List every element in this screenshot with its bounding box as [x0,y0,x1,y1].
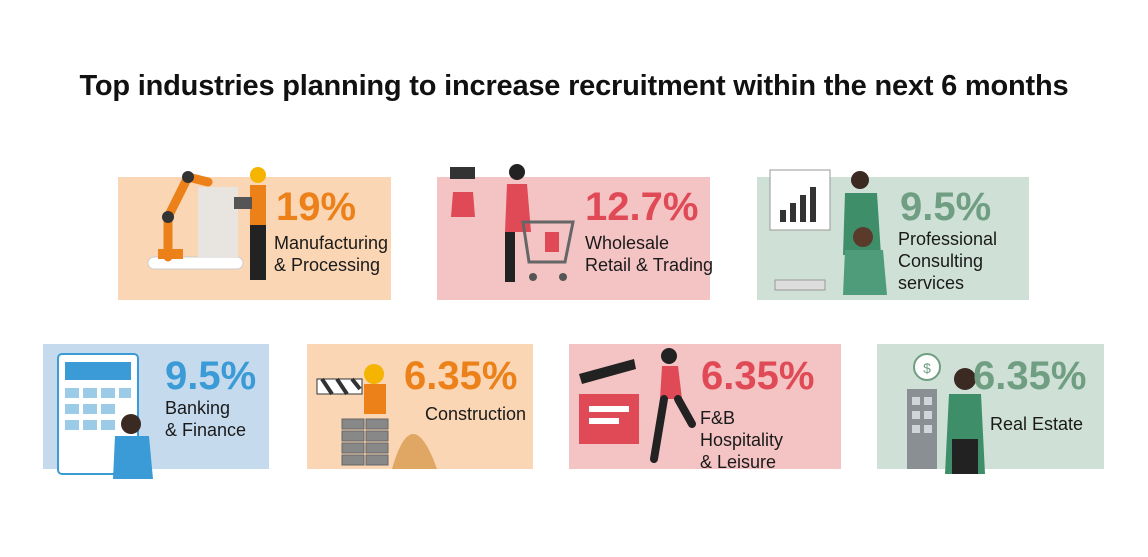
category-label: Manufacturing & Processing [274,232,388,276]
category-label: Construction [425,403,526,425]
category-line: Hospitality [700,430,784,450]
value-label: 9.5% [900,185,992,229]
category-line: & Leisure [700,452,777,472]
calculator-banker-illustration-icon [57,353,153,479]
value-label: 6.35% [973,354,1087,398]
category-line: Manufacturing [274,233,389,253]
construction-worker-bricks-illustration-icon [316,364,437,469]
category-label: Professional Consulting services [898,228,997,294]
category-line: Consulting [898,251,984,271]
category-label: Real Estate [990,413,1083,435]
category-line: Professional [898,229,998,249]
page-title: Top industries planning to increase recr… [79,70,1069,102]
category-label: Banking & Finance [165,397,246,441]
robot-arm-engineer-illustration-icon [147,167,266,280]
category-line: Wholesale [585,233,670,253]
value-label: 6.35% [701,354,815,398]
svg-text:$: $ [923,360,931,376]
category-line: services [898,273,965,293]
category-line: Construction [425,404,527,424]
category-line: & Processing [274,255,381,275]
value-label: 19% [276,185,357,229]
industry-card: $ 6.35% Real Estate [877,344,1104,474]
presentation-consultants-illustration-icon [769,169,887,295]
category-line: Real Estate [990,414,1084,434]
industry-card: 12.7% Wholesale Retail & Trading [437,164,713,300]
category-label: F&B Hospitality & Leisure [700,407,783,473]
category-label: Wholesale Retail & Trading [585,232,713,276]
category-line: Retail & Trading [585,255,714,275]
industry-card: 19% Manufacturing & Processing [118,167,391,300]
category-line: Banking [165,398,231,418]
category-line: & Finance [165,420,247,440]
value-label: 6.35% [404,354,518,398]
industry-card: 6.35% Construction [307,344,533,469]
industry-card: 9.5% Banking & Finance [43,344,269,479]
realtor-building-illustration-icon: $ [907,353,985,474]
industry-card: 9.5% Professional Consulting services [757,169,1029,300]
value-label: 12.7% [585,185,699,229]
industry-card: 6.35% F&B Hospitality & Leisure [569,344,841,472]
shopping-cart-woman-illustration-icon [450,164,575,282]
category-line: F&B [700,408,736,428]
clapperboard-dancer-illustration-icon [579,348,696,463]
value-label: 9.5% [165,354,257,398]
